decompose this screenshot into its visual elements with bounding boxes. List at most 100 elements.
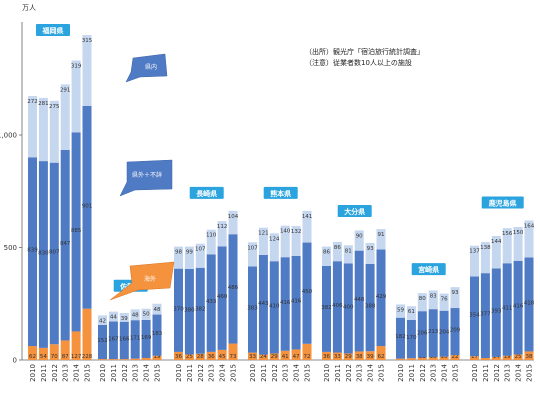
bar-segment-overseas (491, 356, 501, 360)
bar-segment-outside (491, 268, 501, 357)
bar-segment-inside (439, 293, 449, 311)
data-label-inside: 99 (186, 250, 193, 256)
data-label-overseas: 228 (82, 354, 93, 360)
data-label-inside: 150 (513, 230, 524, 236)
x-tick-label: 2012 (345, 364, 353, 382)
data-label-overseas: 33 (334, 354, 341, 360)
bar-segment-outside (184, 268, 194, 355)
x-tick-label: 2014 (293, 363, 301, 381)
data-label-outside: 170 (406, 335, 417, 341)
data-label-inside: 61 (408, 309, 415, 315)
bar-segment-overseas (28, 346, 37, 360)
source-notes: （出所）観光庁「宿泊旅行統計調査」 （注意）従業者数10人以上の施設 (305, 47, 424, 67)
caution-note: （注意）従業者数10人以上の施設 (305, 58, 412, 67)
bar-segment-overseas (152, 355, 162, 360)
x-tick-label: 2015 (154, 364, 162, 382)
data-label-outside: 400 (343, 304, 354, 310)
data-label-outside: 182 (395, 334, 406, 340)
data-label-outside: 429 (376, 294, 387, 300)
callout-outside: 県外＋不詳 (119, 159, 173, 197)
bar-segment-inside (130, 309, 140, 321)
bar-segment-inside (60, 84, 70, 150)
x-tick-label: 2015 (84, 364, 92, 382)
data-label-overseas: 36 (323, 354, 330, 360)
bar-segment-inside (470, 245, 479, 277)
data-label-outside: 839 (27, 248, 38, 254)
bar-segment-overseas (280, 350, 290, 360)
x-tick-label: 2015 (304, 364, 312, 382)
bar-segment-outside (470, 276, 479, 357)
data-label-inside: 124 (269, 236, 280, 242)
x-tick-label: 2012 (271, 364, 279, 382)
data-label-inside: 281 (38, 101, 49, 107)
bar-segment-outside (439, 310, 449, 357)
data-label-outside: 383 (247, 305, 258, 311)
bar-segment-outside (322, 265, 331, 352)
bar-segment-inside (141, 308, 151, 320)
bar-segment-overseas (428, 357, 438, 360)
bar-segment-overseas (269, 353, 279, 360)
data-label-overseas: 36 (175, 354, 182, 360)
bar-segment-overseas (141, 357, 151, 360)
y-unit-label: 万人 (22, 4, 36, 12)
bar-segment-outside (332, 261, 342, 353)
prefecture-badge (263, 186, 298, 199)
data-label-outside: 380 (184, 308, 195, 314)
bar-segment-outside (376, 249, 386, 347)
data-label-inside: 83 (430, 293, 437, 299)
bar-segment-outside (365, 263, 375, 352)
data-label-inside: 59 (397, 307, 404, 313)
x-tick-label: 2012 (197, 364, 205, 382)
data-label-inside: 144 (491, 239, 502, 245)
bar-segment-overseas (49, 344, 59, 360)
prefecture-label: 大分県 (344, 207, 365, 216)
callout-overseas: 海外 (109, 261, 175, 301)
data-label-inside: 86 (323, 250, 330, 256)
bar-segment-overseas (206, 351, 216, 360)
x-tick-label: 2014 (73, 363, 81, 381)
bar-segment-inside (396, 304, 405, 318)
bar-segment-inside (217, 221, 227, 247)
data-label-outside: 416 (280, 300, 291, 306)
bar-segment-overseas (396, 358, 405, 360)
data-label-overseas: 29 (271, 354, 278, 360)
bar-segment-outside (291, 255, 301, 350)
x-tick-label: 2013 (356, 364, 364, 382)
x-tick-label: 2013 (62, 364, 70, 382)
bar-segment-inside (269, 233, 279, 262)
prefecture-badge (411, 263, 446, 276)
x-tick-label: 2010 (249, 364, 257, 382)
x-tick-label: 2010 (397, 364, 405, 382)
data-label-inside: 319 (71, 64, 82, 70)
bar-segment-inside (248, 242, 257, 267)
data-label-outside: 382 (321, 305, 332, 311)
bar-segment-outside (228, 234, 238, 344)
bar-segment-outside (480, 273, 490, 358)
data-label-overseas: 38 (526, 354, 533, 360)
data-label-inside: 272 (27, 99, 38, 105)
data-label-overseas: 38 (356, 354, 363, 360)
source-note: （出所）観光庁「宿泊旅行統計調査」 (305, 47, 424, 56)
data-label-overseas: 72 (304, 354, 311, 360)
data-label-inside: 132 (291, 229, 302, 235)
data-label-outside: 152 (97, 338, 108, 344)
data-label-overseas: 62 (378, 354, 385, 360)
x-tick-label: 2011 (186, 364, 194, 382)
data-label-outside: 418 (524, 300, 535, 306)
x-tick-label: 2011 (40, 364, 48, 382)
data-label-outside: 354 (469, 312, 480, 318)
bar-segment-overseas (130, 358, 140, 360)
bar-segment-outside (258, 254, 268, 355)
bar-segment-outside (38, 161, 48, 348)
bar-segment-outside (49, 162, 59, 345)
bar-segment-outside (302, 242, 312, 344)
bar-segment-overseas (174, 351, 183, 360)
bar-segment-overseas (60, 340, 70, 360)
data-label-inside: 140 (280, 229, 291, 235)
data-label-overseas: 19 (154, 354, 161, 360)
bar-segment-outside (502, 263, 512, 356)
data-label-inside: 90 (356, 233, 363, 239)
data-label-outside: 370 (173, 306, 184, 312)
bar-segment-outside (108, 321, 118, 360)
bar-segment-inside (491, 236, 501, 269)
